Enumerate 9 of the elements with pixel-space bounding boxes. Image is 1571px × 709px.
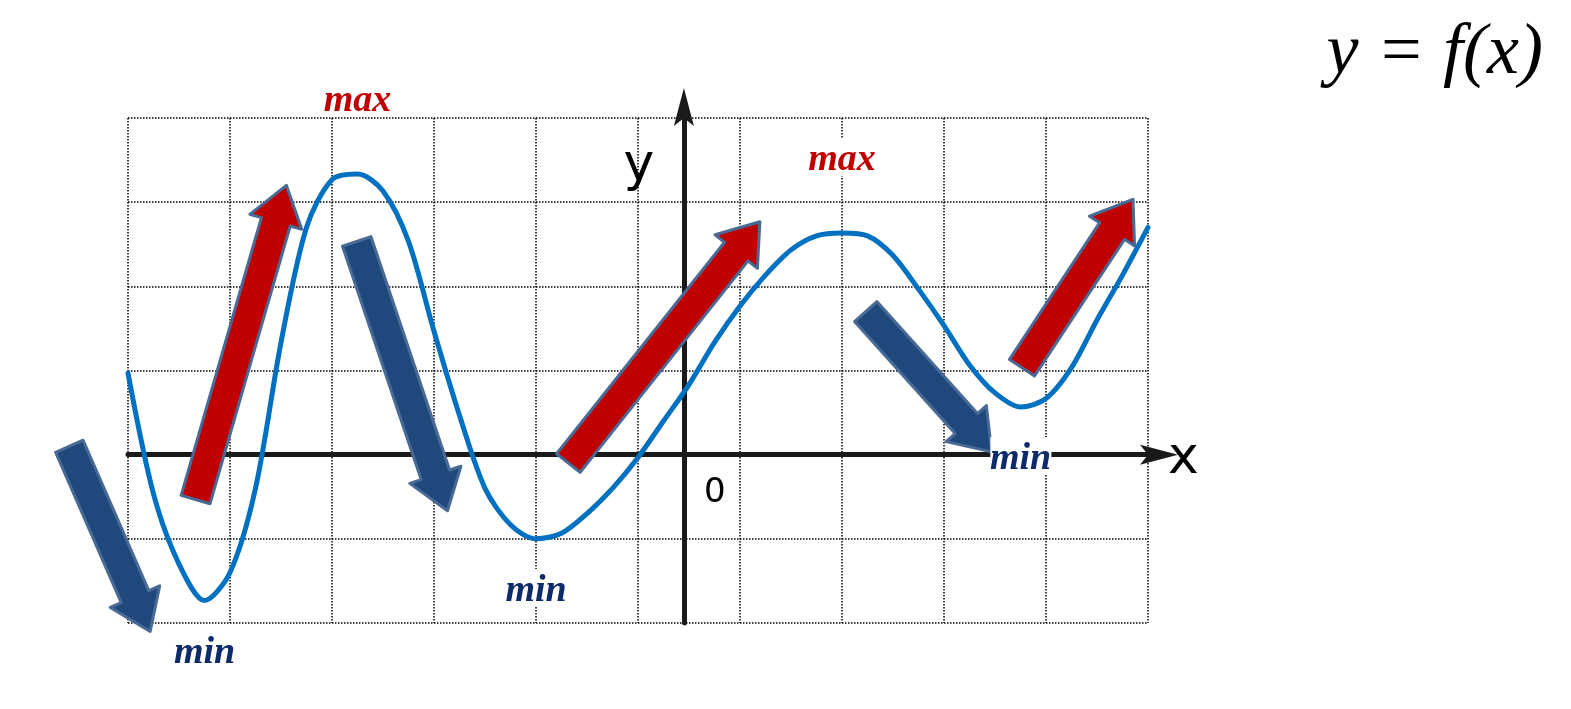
annotation: max [808,136,876,179]
annotation: max [323,77,392,120]
annotation: min [173,628,236,671]
text: y = f(x) [1319,9,1544,89]
annotation: min [989,434,1052,477]
x-axis-title: x [1168,424,1199,485]
y-axis-title: y [623,132,655,192]
annotation: 0 [703,469,726,510]
annotation: min [505,566,567,609]
